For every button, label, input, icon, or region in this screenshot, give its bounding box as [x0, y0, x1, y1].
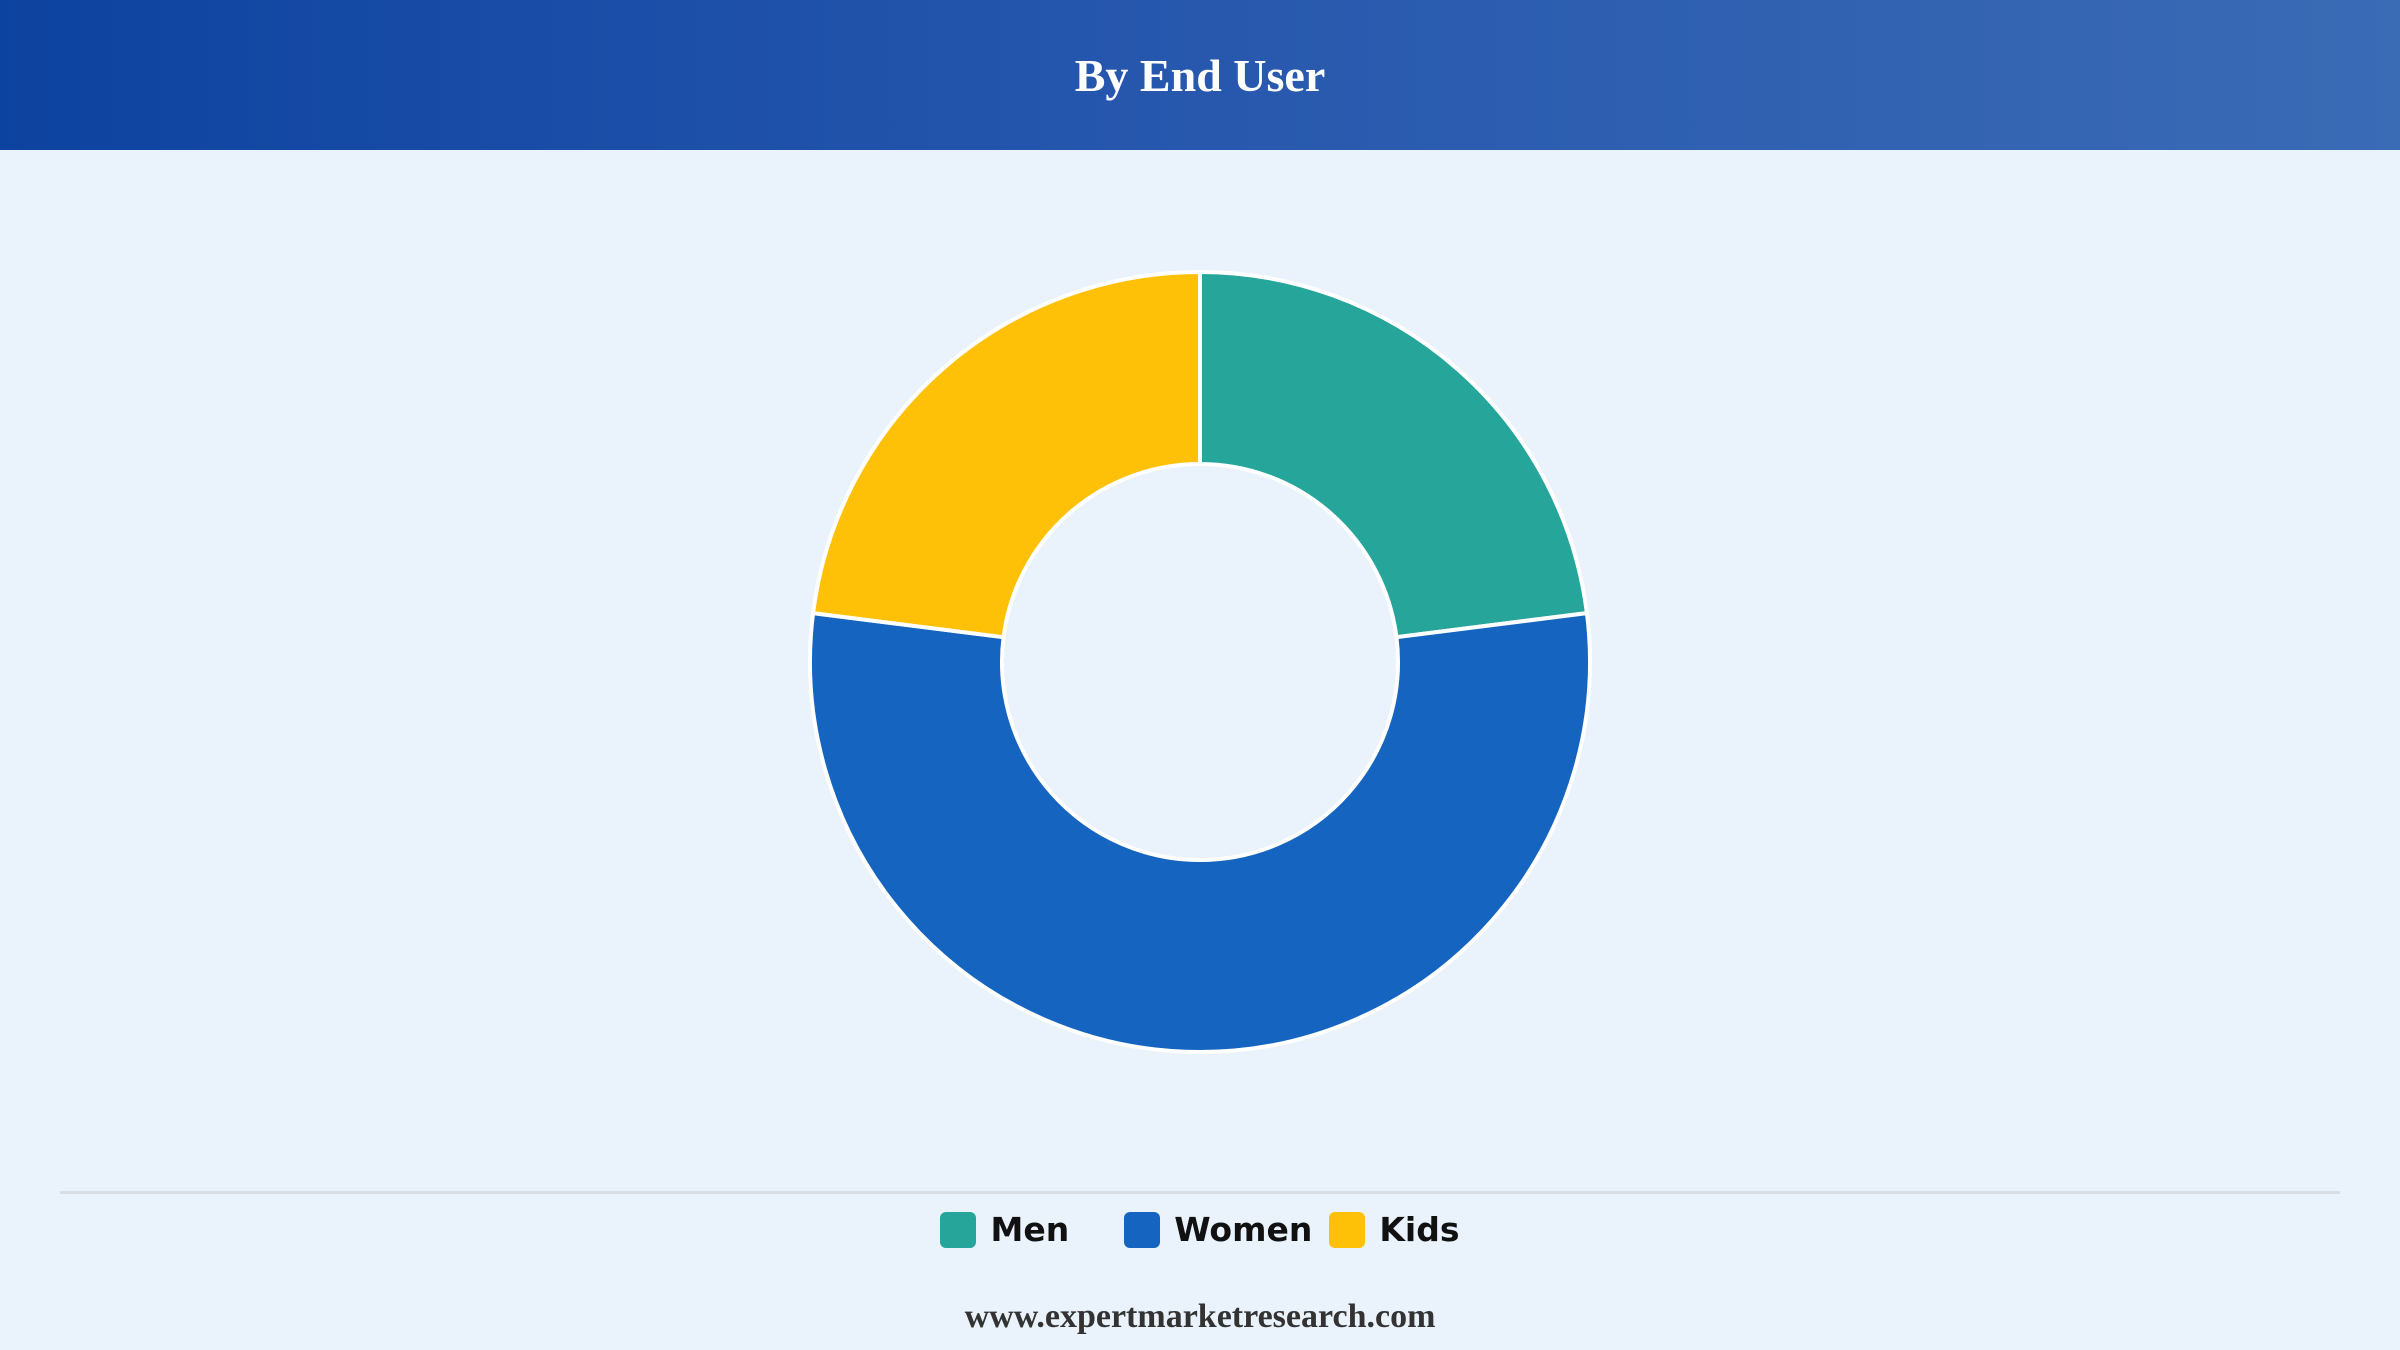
chart-title: By End User: [1074, 49, 1326, 101]
donut-slice-men[interactable]: [1198, 269, 1590, 640]
legend-label-men: Men: [990, 1210, 1070, 1249]
legend-swatch-men: [940, 1211, 977, 1248]
donut-slice-women[interactable]: [807, 610, 1592, 1054]
donut-slice-kids[interactable]: [810, 269, 1202, 640]
legend-item-women[interactable]: Women: [1124, 1210, 1312, 1249]
divider: [60, 1191, 2340, 1194]
legend-swatch-women: [1124, 1211, 1161, 1248]
donut-chart: [807, 269, 1592, 1054]
legend: Men Women Kids: [0, 1210, 2400, 1249]
chart-header: By End User: [0, 0, 2400, 150]
source-url: www.expertmarketresearch.com: [964, 1298, 1436, 1335]
legend-item-men[interactable]: Men: [940, 1210, 1069, 1249]
legend-label-women: Women: [1174, 1210, 1313, 1249]
legend-swatch-kids: [1329, 1211, 1366, 1248]
legend-item-kids[interactable]: Kids: [1329, 1210, 1460, 1249]
legend-label-kids: Kids: [1379, 1210, 1460, 1249]
